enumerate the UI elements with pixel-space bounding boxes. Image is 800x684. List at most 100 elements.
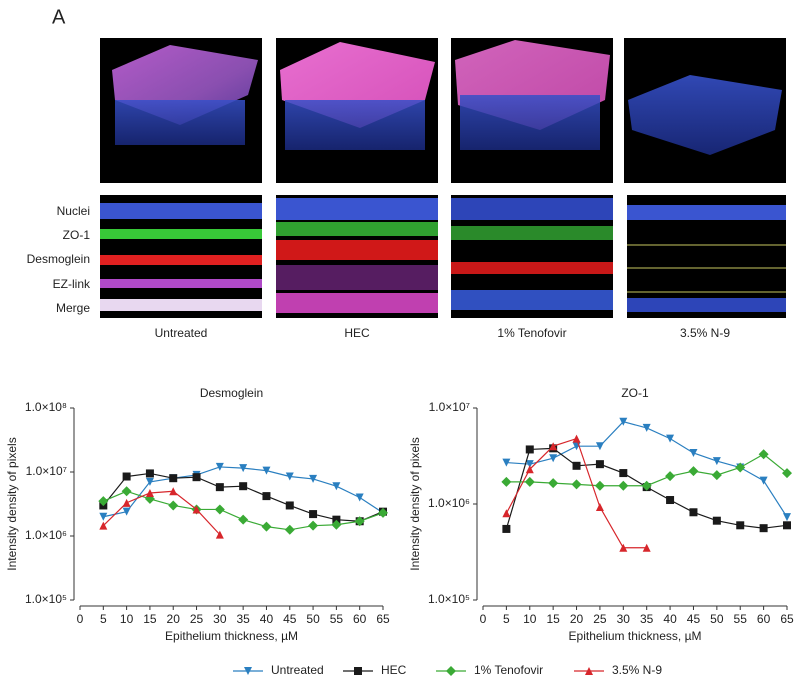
series-line <box>505 437 647 549</box>
marker <box>642 423 651 432</box>
marker <box>309 474 318 483</box>
x-tick-label: 50 <box>710 612 724 626</box>
marker <box>688 466 699 477</box>
x-axis-label: Epithelium thickness, µM <box>569 629 702 643</box>
marker <box>239 482 248 491</box>
marker <box>712 516 721 525</box>
marker <box>735 462 746 473</box>
marker <box>619 543 628 552</box>
section-row <box>100 195 786 318</box>
marker <box>619 469 628 478</box>
marker <box>261 521 272 532</box>
x-tick-label: 0 <box>480 612 487 626</box>
x-axis-label: Epithelium thickness, µM <box>165 629 298 643</box>
marker <box>711 470 722 481</box>
marker <box>122 472 131 481</box>
condition-label: 1% Tenofovir <box>497 326 566 340</box>
x-tick-label: 30 <box>213 612 227 626</box>
x-tick-label: 55 <box>330 612 344 626</box>
x-tick-label: 60 <box>757 612 771 626</box>
y-tick-label: 1.0×10⁶ <box>25 528 67 542</box>
condition-label: Untreated <box>155 326 208 340</box>
x-tick-label: 55 <box>734 612 748 626</box>
marker <box>642 543 651 552</box>
marker <box>783 513 791 522</box>
channel-label: Nuclei <box>57 204 90 218</box>
marker <box>262 492 271 501</box>
marker <box>332 515 341 524</box>
y-tick-label: 1.0×10⁶ <box>428 496 470 510</box>
line-chart: ZO-1 Intensity density of pixels Epitheliu… <box>408 386 794 643</box>
marker <box>595 442 604 451</box>
y-axis-label: Intensity density of pixels <box>408 437 422 570</box>
x-tick-label: 40 <box>663 612 677 626</box>
marker <box>524 476 535 487</box>
marker <box>502 458 511 467</box>
legend-marker <box>354 667 362 675</box>
x-tick-label: 40 <box>260 612 274 626</box>
marker <box>619 417 628 426</box>
marker <box>215 462 224 471</box>
marker <box>238 514 249 525</box>
marker <box>665 471 676 482</box>
y-tick-label: 1.0×10⁵ <box>25 592 67 606</box>
marker <box>192 505 201 514</box>
channel-label: Desmoglein <box>27 252 90 266</box>
x-tick-label: 15 <box>143 612 157 626</box>
marker <box>689 448 698 457</box>
marker <box>239 464 248 473</box>
marker <box>618 480 629 491</box>
y-axis-label: Intensity density of pixels <box>5 437 19 570</box>
legend-label: 3.5% N-9 <box>612 663 662 677</box>
marker <box>666 496 675 505</box>
line-chart: Desmoglein Intensity density of pixels Epi… <box>5 386 390 643</box>
x-tick-label: 10 <box>523 612 537 626</box>
marker <box>284 524 295 535</box>
marker <box>122 507 131 516</box>
marker <box>502 509 511 518</box>
marker <box>549 454 558 463</box>
marker <box>285 472 294 481</box>
marker <box>595 503 604 512</box>
x-tick-label: 35 <box>236 612 250 626</box>
x-tick-label: 20 <box>167 612 181 626</box>
marker <box>99 512 108 521</box>
y-tick-label: 1.0×10⁷ <box>26 464 67 478</box>
legend-label: HEC <box>381 663 407 677</box>
x-tick-label: 10 <box>120 612 134 626</box>
channel-label: EZ-link <box>53 277 91 291</box>
x-tick-label: 30 <box>617 612 631 626</box>
panel-label: A <box>52 6 66 28</box>
chart-title: Desmoglein <box>200 386 263 400</box>
x-tick-label: 45 <box>283 612 297 626</box>
series-line <box>506 421 788 518</box>
legend-marker <box>244 667 252 675</box>
x-tick-label: 50 <box>306 612 320 626</box>
marker <box>192 473 201 482</box>
marker <box>121 486 132 497</box>
render-row <box>100 38 786 183</box>
marker <box>782 468 792 479</box>
x-tick-label: 5 <box>100 612 107 626</box>
marker <box>759 524 768 533</box>
marker <box>758 449 769 460</box>
marker <box>666 434 675 443</box>
condition-label: HEC <box>344 326 370 340</box>
marker <box>169 474 178 483</box>
marker <box>502 524 511 533</box>
x-tick-label: 45 <box>687 612 701 626</box>
marker <box>525 465 534 474</box>
marker <box>572 434 581 443</box>
channel-labels: Nuclei ZO-1 Desmoglein EZ-link Merge <box>27 204 91 315</box>
marker <box>332 482 341 491</box>
marker <box>145 488 154 497</box>
x-tick-label: 65 <box>376 612 390 626</box>
condition-label: 3.5% N-9 <box>680 326 730 340</box>
legend-label: 1% Tenofovir <box>474 663 543 677</box>
y-tick-label: 1.0×10⁷ <box>429 400 470 414</box>
marker <box>501 476 512 487</box>
marker <box>215 483 224 492</box>
marker <box>168 500 179 511</box>
